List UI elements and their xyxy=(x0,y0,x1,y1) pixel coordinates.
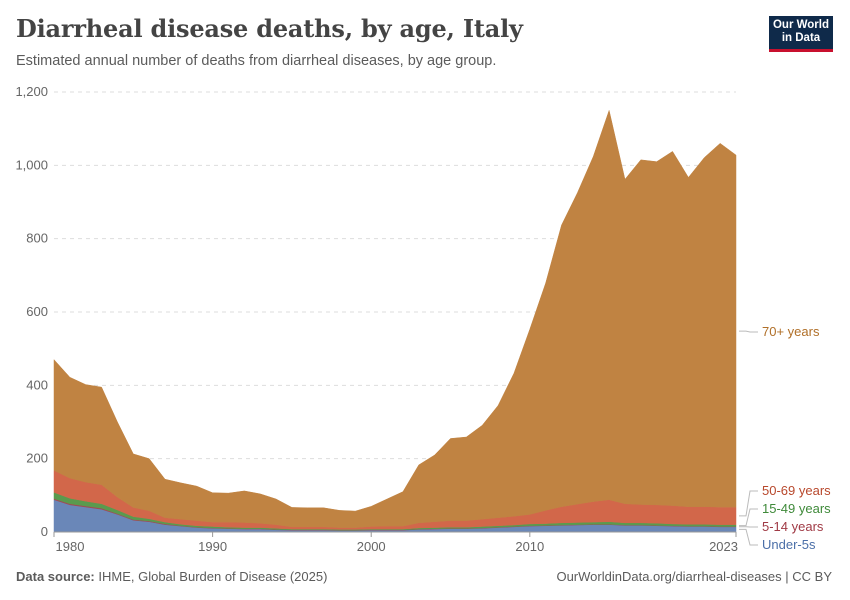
legend-connector xyxy=(739,330,758,333)
legend-layer: Under-5s 5-14 years 15-49 years 50-69 years… xyxy=(739,324,831,552)
area-70-years[interactable] xyxy=(53,109,737,528)
legend-label-under-5s[interactable]: Under-5s xyxy=(762,537,816,552)
y-tick-label: 600 xyxy=(26,304,48,319)
legend-connector xyxy=(739,528,758,546)
x-tick-label: 2010 xyxy=(515,539,544,554)
logo-line-1: Our World xyxy=(772,19,829,31)
y-tick-label: 0 xyxy=(41,524,48,539)
chart-subtitle: Estimated annual number of deaths from d… xyxy=(16,53,497,69)
x-tick-label: 1980 xyxy=(56,539,85,554)
axis-layer: 0 200 400 600 800 1,000 1,200 1980 1990 2000 2010 2… xyxy=(15,84,738,554)
x-tick-label: 2023 xyxy=(709,539,738,554)
owid-logo[interactable]: Our World in Data xyxy=(769,16,833,52)
legend-connector xyxy=(739,490,758,517)
y-tick-label: 1,000 xyxy=(15,157,48,172)
logo-line-2: in Data xyxy=(781,32,821,44)
data-source-label: Data source: xyxy=(16,569,95,584)
y-tick-label: 800 xyxy=(26,231,48,246)
y-tick-label: 200 xyxy=(26,451,48,466)
data-source-text: IHME, Global Burden of Disease (2025) xyxy=(98,569,328,584)
legend-label-70-years[interactable]: 70+ years xyxy=(762,324,820,339)
x-tick-label: 2000 xyxy=(357,539,386,554)
x-tick-label: 1990 xyxy=(198,539,227,554)
legend-label-50-69-years[interactable]: 50-69 years xyxy=(762,483,831,498)
chart-title: Diarrheal disease deaths, by age, Italy xyxy=(16,14,523,43)
source-url[interactable]: OurWorldinData.org/diarrheal-diseases | … xyxy=(556,569,832,584)
y-tick-label: 1,200 xyxy=(15,84,48,99)
legend-connector xyxy=(739,508,758,527)
data-source: Data source: IHME, Global Burden of Dise… xyxy=(16,569,327,584)
area-layer xyxy=(53,109,737,533)
y-tick-label: 400 xyxy=(26,377,48,392)
legend-label-15-49-years[interactable]: 15-49 years xyxy=(762,501,831,516)
legend-label-5-14-years[interactable]: 5-14 years xyxy=(762,519,824,534)
